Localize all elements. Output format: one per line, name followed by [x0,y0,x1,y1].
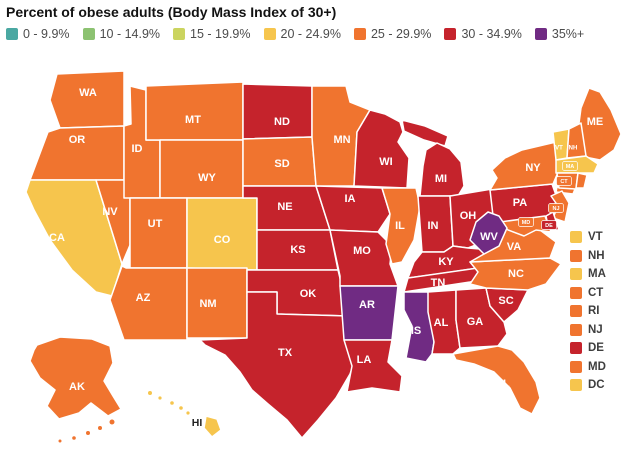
ak-islands [86,431,90,435]
hi-islands [170,401,174,405]
legend-item-5: 30 - 34.9% [444,27,522,41]
state-WI[interactable] [353,109,410,189]
small-state-swatch-MA [570,268,582,280]
state-NY[interactable] [489,141,560,191]
ak-islands [58,439,62,443]
legend: 0 - 9.9% 10 - 14.9% 15 - 19.9% 20 - 24.9% 25… [6,27,584,41]
state-chip-NJ[interactable] [548,203,564,213]
state-chip-DE[interactable] [541,220,557,230]
state-UT[interactable] [129,197,188,269]
state-MI[interactable] [419,142,465,197]
state-SD[interactable] [242,136,317,187]
small-state-label-RI: RI [588,305,600,317]
small-state-label-DE: DE [588,342,604,354]
small-state-row-VT: VT [570,231,612,243]
legend-label: 10 - 14.9% [99,27,161,41]
state-label-HI: HI [192,417,203,429]
legend-item-1: 10 - 14.9% [82,27,161,41]
small-states-list: VT NH MA CT RI NJ DE MD DC [570,231,612,391]
small-state-label-NH: NH [588,249,605,262]
state-TX[interactable] [199,291,359,439]
ak-islands [98,426,102,430]
state-IN[interactable] [417,195,454,253]
legend-swatch [534,28,547,40]
state-NM[interactable] [186,267,248,339]
small-state-label-MA: MA [588,268,606,280]
ak-islands [109,419,115,425]
legend-item-4: 25 - 29.9% [353,27,432,41]
state-AZ[interactable] [109,265,188,341]
small-state-swatch-MD [570,360,582,373]
state-CO[interactable] [186,197,258,271]
small-state-row-NH: NH [570,249,612,262]
legend-swatch [263,28,276,40]
legend-swatch [173,28,186,40]
state-KS[interactable] [256,229,339,271]
small-state-label-NJ: NJ [588,323,603,336]
hi-islands [148,391,152,395]
small-state-swatch-RI [570,305,582,317]
small-state-row-DE: DE [570,342,612,354]
small-state-label-MD: MD [588,360,606,373]
state-AR[interactable] [339,285,399,341]
state-AK[interactable] [29,336,122,420]
state-chip-MD[interactable] [518,217,534,227]
state-IA[interactable] [315,185,391,233]
small-state-label-DC: DC [588,379,605,391]
small-state-row-NJ: NJ [570,323,612,336]
legend-item-0: 0 - 9.9% [6,27,70,41]
small-state-swatch-DE [570,342,582,354]
legend-label: 15 - 19.9% [190,27,251,41]
legend-item-6: 35%+ [534,27,585,41]
small-state-label-VT: VT [588,231,603,243]
state-WA[interactable] [49,70,125,129]
state-FL[interactable] [452,345,541,415]
small-state-row-MD: MD [570,360,612,373]
legend-label: 35%+ [551,27,585,41]
legend-item-3: 20 - 24.9% [263,27,341,41]
state-HI[interactable] [203,415,222,438]
state-OR[interactable] [29,125,125,181]
legend-swatch [82,28,95,40]
small-state-swatch-DC [570,379,582,391]
legend-label: 20 - 24.9% [280,27,341,41]
state-WV[interactable] [469,211,508,255]
small-state-swatch-NJ [570,323,582,336]
legend-label: 25 - 29.9% [370,27,432,41]
state-MO[interactable] [329,229,399,287]
state-IL[interactable] [381,187,421,265]
small-state-swatch-CT [570,286,582,299]
small-state-row-RI: RI [570,305,612,317]
legend-swatch [6,28,18,40]
small-state-swatch-NH [570,249,582,262]
state-ME[interactable] [575,87,622,161]
state-chip-MA[interactable] [562,161,578,171]
state-chip-CT[interactable] [556,176,572,186]
chart-title: Percent of obese adults (Body Mass Index… [6,4,337,20]
state-WY[interactable] [159,139,244,199]
small-state-row-CT: CT [570,286,612,299]
hi-islands [186,411,190,415]
hi-islands [158,396,162,400]
state-RI[interactable] [575,172,588,189]
small-state-label-CT: CT [588,286,604,299]
state-NC[interactable] [469,257,562,291]
legend-label: 30 - 34.9% [461,27,522,41]
legend-swatch [353,28,366,40]
state-MT[interactable] [145,81,244,141]
state-ND[interactable] [242,83,313,140]
small-state-swatch-VT [570,231,582,243]
small-state-row-DC: DC [570,379,612,391]
state-LA[interactable] [343,339,403,393]
ak-islands [72,436,76,440]
state-MI[interactable] [401,119,449,147]
legend-swatch [444,28,457,40]
small-state-row-MA: MA [570,268,612,280]
legend-item-2: 15 - 19.9% [173,27,251,41]
legend-label: 0 - 9.9% [23,27,70,41]
hi-islands [179,406,183,410]
